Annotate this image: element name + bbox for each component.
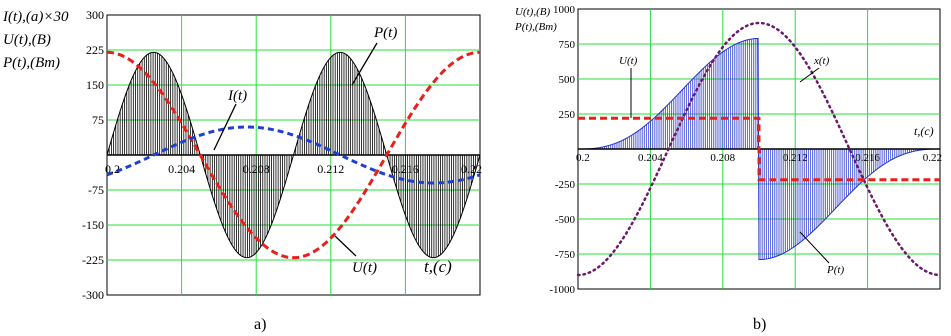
chart-b-ytick-label: -250	[555, 179, 576, 191]
chart-b-ytick-label: -750	[555, 249, 576, 261]
chart-a-leader-power	[351, 42, 378, 86]
chart-b-ytick-label: 1000	[553, 4, 576, 16]
chart-b-xtick-label: 0.216	[855, 152, 880, 164]
chart-a-ytick-label: 75	[92, 113, 104, 127]
chart-b-ytick-label: -500	[555, 214, 576, 226]
chart-a-ylabel-line-3: P(t),(Bm)	[2, 55, 60, 71]
chart-b-leader-power	[799, 231, 830, 264]
chart-a-panel-label: a)	[254, 316, 266, 333]
chart-b-annotation-reactance: x(t)	[813, 55, 830, 67]
chart-a-ytick-label: -75	[88, 183, 104, 197]
chart-b-series-voltage-line	[578, 116, 940, 182]
chart-a-xlabel: t,(c)	[424, 257, 452, 276]
chart-a-ytick-label: -225	[82, 253, 104, 267]
chart-a-ytick-label: 300	[86, 8, 104, 22]
chart-a-ytick-label: 225	[86, 43, 104, 57]
chart-a-ticks: 0.2 0.204 0.208 0.212 0.216 0.22 -300 -225 -150 -…	[82, 8, 482, 302]
chart-a-annotation-power: P(t)	[373, 25, 397, 41]
chart-b-xtick-label: 0.208	[710, 152, 735, 164]
chart-a-ylabel-line-1: I(t),(a)×30	[2, 9, 69, 25]
chart-a-xtick-label: 0.2	[105, 162, 120, 176]
chart-a-ytick-label: 150	[86, 78, 104, 92]
chart-b-xtick-label: 0.212	[783, 152, 808, 164]
chart-a-xtick-label: 0.204	[168, 162, 195, 176]
chart-a-xtick-label: 0.216	[392, 162, 419, 176]
chart-a-annotation-current: I(t)	[227, 88, 247, 104]
chart-b-leader-reactance	[799, 67, 820, 83]
chart-b-annotation-voltage: U(t)	[619, 55, 638, 67]
chart-a-xtick-label: 0.212	[317, 162, 344, 176]
chart-a-xtick-label: 0.22	[461, 162, 482, 176]
chart-a-ytick-label: -300	[82, 288, 104, 302]
chart-b-series-power	[578, 37, 940, 261]
chart-a-curves	[106, 50, 481, 260]
chart-b-ytick-label: 750	[559, 39, 576, 51]
chart-b: 0.2 0.204 0.208 0.212 0.216 0.22 -1000 -750 -500…	[514, 4, 942, 333]
chart-b-panel-label: b)	[753, 316, 766, 333]
chart-a-ylabel-line-2: U(t),(B)	[3, 32, 51, 48]
chart-a-series-voltage-line	[106, 50, 481, 260]
chart-b-ylabel-line-1: U(t),(B)	[515, 6, 550, 18]
chart-b-power-envelope	[578, 37, 940, 261]
chart-b-curves	[576, 21, 942, 277]
chart-b-xtick-label: 0.204	[638, 152, 663, 164]
chart-b-ytick-label: 250	[559, 109, 576, 121]
chart-b-xlabel: t,(c)	[914, 124, 934, 138]
chart-b-ylabel-line-2: P(t),(Bm)	[514, 21, 557, 33]
chart-a-xtick-label: 0.208	[243, 162, 270, 176]
chart-b-xtick-label: 0.22	[923, 152, 942, 164]
chart-a-grid	[107, 15, 480, 295]
chart-b-ticks: 0.2 0.204 0.208 0.212 0.216 0.22 -1000 -750 -500…	[549, 4, 942, 296]
chart-a-leader-current	[213, 103, 237, 151]
chart-a-series-power	[106, 51, 481, 259]
chart-a-ytick-label: -150	[82, 218, 104, 232]
chart-b-ytick-label: 500	[559, 74, 576, 86]
chart-b-annotation-power: P(t)	[826, 264, 844, 276]
chart-a: 0.2 0.204 0.208 0.212 0.216 0.22 -300 -225 -150 -…	[2, 8, 482, 333]
chart-b-xtick-label: 0.2	[576, 152, 590, 164]
chart-a-leader-voltage	[334, 235, 357, 257]
chart-a-annotation-voltage: U(t)	[352, 260, 377, 276]
chart-b-ytick-label: -1000	[549, 284, 575, 296]
chart-b-series-reactance-line	[576, 21, 942, 277]
